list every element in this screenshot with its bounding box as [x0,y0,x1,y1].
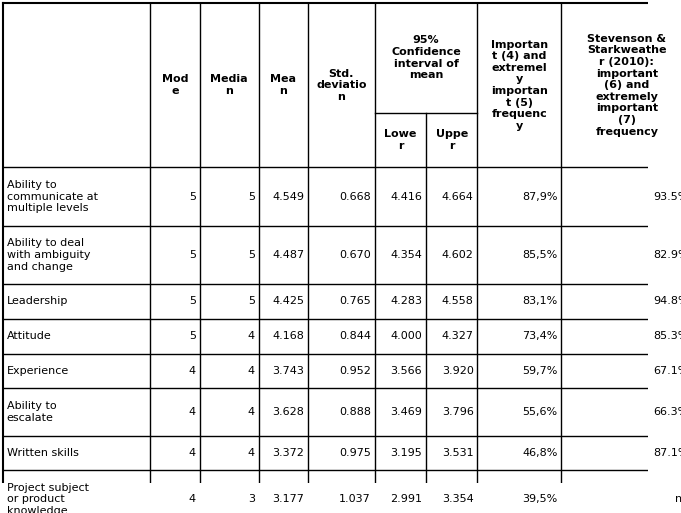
Text: Project subject
or product
knowledge: Project subject or product knowledge [7,483,89,513]
Text: Media
n: Media n [210,74,248,96]
Text: 5: 5 [189,331,196,341]
Text: 0.975: 0.975 [339,448,371,458]
Text: 4.354: 4.354 [390,250,422,260]
Text: 83,1%: 83,1% [522,297,557,306]
Text: 1.037: 1.037 [339,495,371,504]
Text: 59,7%: 59,7% [522,366,557,376]
Text: 4: 4 [248,331,255,341]
Text: Mod
e: Mod e [162,74,188,96]
Text: 4.168: 4.168 [272,331,304,341]
Text: 0.670: 0.670 [339,250,371,260]
Text: 4.000: 4.000 [390,331,422,341]
Text: Lowe
r: Lowe r [384,129,417,151]
Text: 85,5%: 85,5% [522,250,557,260]
Text: Importan
t (4) and
extremel
y
importan
t (5)
frequenc
y: Importan t (4) and extremel y importan t… [491,40,548,131]
Text: 4: 4 [248,407,255,417]
Text: 67.1%: 67.1% [653,366,681,376]
Text: 3.566: 3.566 [391,366,422,376]
Text: 4.664: 4.664 [442,191,473,202]
Text: 66.3%: 66.3% [653,407,681,417]
Text: 3.372: 3.372 [272,448,304,458]
Text: 3.743: 3.743 [272,366,304,376]
Text: Mea
n: Mea n [270,74,296,96]
Text: 4: 4 [248,366,255,376]
Text: Ability to deal
with ambiguity
and change: Ability to deal with ambiguity and chang… [7,239,90,271]
Text: 0.668: 0.668 [339,191,371,202]
Text: 4: 4 [189,448,196,458]
Text: 0.844: 0.844 [339,331,371,341]
Text: 4: 4 [189,495,196,504]
Text: 85.3%: 85.3% [653,331,681,341]
Text: 0.765: 0.765 [339,297,371,306]
Text: 5: 5 [248,297,255,306]
Text: 3.628: 3.628 [272,407,304,417]
Text: 93.5%: 93.5% [653,191,681,202]
Text: 46,8%: 46,8% [522,448,557,458]
Text: 4.558: 4.558 [442,297,473,306]
Text: Experience: Experience [7,366,69,376]
Text: 3.354: 3.354 [442,495,473,504]
Text: 82.9%: 82.9% [653,250,681,260]
Text: 3: 3 [248,495,255,504]
Text: 4.327: 4.327 [442,331,473,341]
Text: 55,6%: 55,6% [522,407,557,417]
Text: 3.796: 3.796 [442,407,473,417]
Text: Stevenson &
Starkweathe
r (2010):
important
(6) and
extremely
important
(7)
freq: Stevenson & Starkweathe r (2010): import… [587,34,667,136]
Text: 0.952: 0.952 [339,366,371,376]
Text: Written skills: Written skills [7,448,78,458]
Text: na: na [675,495,681,504]
Text: 3.920: 3.920 [442,366,473,376]
Text: 4: 4 [189,407,196,417]
Text: 5: 5 [189,297,196,306]
Text: 87,9%: 87,9% [522,191,557,202]
Text: 4.416: 4.416 [390,191,422,202]
Text: 2.991: 2.991 [390,495,422,504]
Text: 94.8%: 94.8% [653,297,681,306]
Text: 4.283: 4.283 [390,297,422,306]
Text: 4.602: 4.602 [442,250,473,260]
Text: 4.425: 4.425 [272,297,304,306]
Text: 0.888: 0.888 [339,407,371,417]
Text: 4.487: 4.487 [272,250,304,260]
Text: 95%
Confidence
interval of
mean: 95% Confidence interval of mean [391,35,461,80]
Text: Std.
deviatio
n: Std. deviatio n [316,69,366,102]
Text: 5: 5 [189,191,196,202]
Text: 5: 5 [189,250,196,260]
Text: Ability to
communicate at
multiple levels: Ability to communicate at multiple level… [7,180,97,213]
Text: 39,5%: 39,5% [522,495,557,504]
Text: Attitude: Attitude [7,331,51,341]
Text: 87.1%: 87.1% [653,448,681,458]
Text: 5: 5 [248,191,255,202]
Text: Uppe
r: Uppe r [436,129,468,151]
Text: Leadership: Leadership [7,297,68,306]
Text: 4.549: 4.549 [272,191,304,202]
Text: 4: 4 [189,366,196,376]
Text: Ability to
escalate: Ability to escalate [7,401,57,423]
Text: 3.531: 3.531 [442,448,473,458]
Text: 73,4%: 73,4% [522,331,557,341]
Text: 3.195: 3.195 [390,448,422,458]
Text: 4: 4 [248,448,255,458]
Text: 3.469: 3.469 [390,407,422,417]
Text: 3.177: 3.177 [272,495,304,504]
Text: 5: 5 [248,250,255,260]
